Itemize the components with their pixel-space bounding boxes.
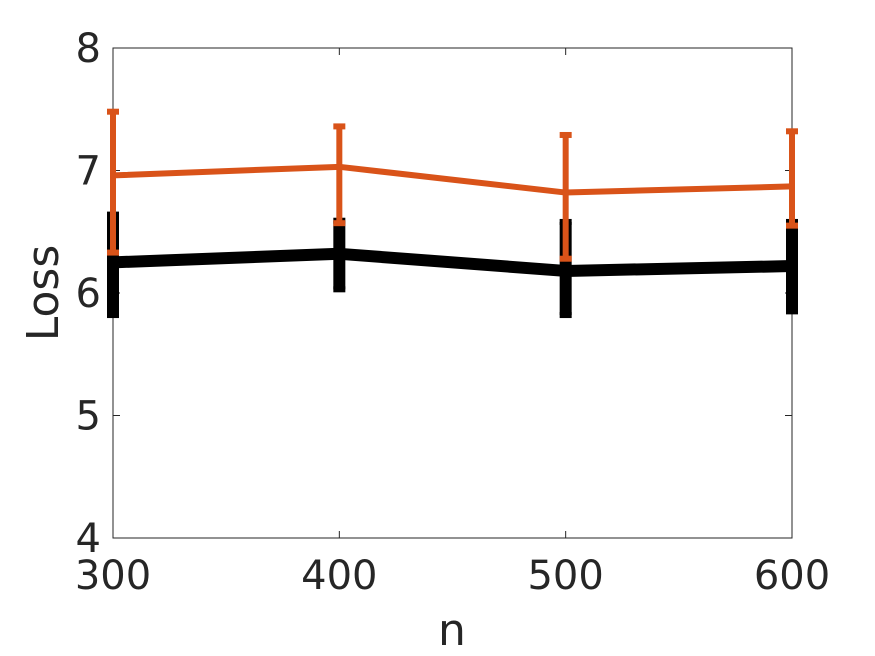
x-axis-label: n [438, 605, 466, 656]
y-tick-label: 4 [76, 516, 101, 562]
x-tick-label: 600 [754, 553, 830, 599]
data-point [336, 163, 343, 170]
y-tick-label: 5 [76, 394, 101, 440]
y-axis-label: Loss [18, 245, 69, 342]
data-point [107, 256, 119, 269]
series-line [112, 247, 793, 277]
data-point [559, 264, 572, 277]
data-point [562, 189, 569, 196]
x-tick-label: 400 [301, 553, 377, 599]
data-point [333, 247, 346, 260]
data-point [789, 183, 795, 190]
plot-area [112, 47, 793, 539]
series-1 [107, 211, 798, 319]
data-point [110, 172, 116, 179]
x-tick-label: 500 [527, 553, 603, 599]
tick-labels: 300 400 500 600 4 5 6 7 8 [75, 26, 830, 599]
x-tick-label: 300 [75, 553, 151, 599]
series-0 [107, 108, 798, 262]
series-line [112, 163, 793, 196]
data-point [786, 260, 798, 273]
y-tick-label: 7 [76, 149, 101, 195]
series-layer [107, 108, 798, 319]
y-tick-label: 8 [76, 26, 101, 72]
y-tick-label: 6 [76, 271, 101, 317]
